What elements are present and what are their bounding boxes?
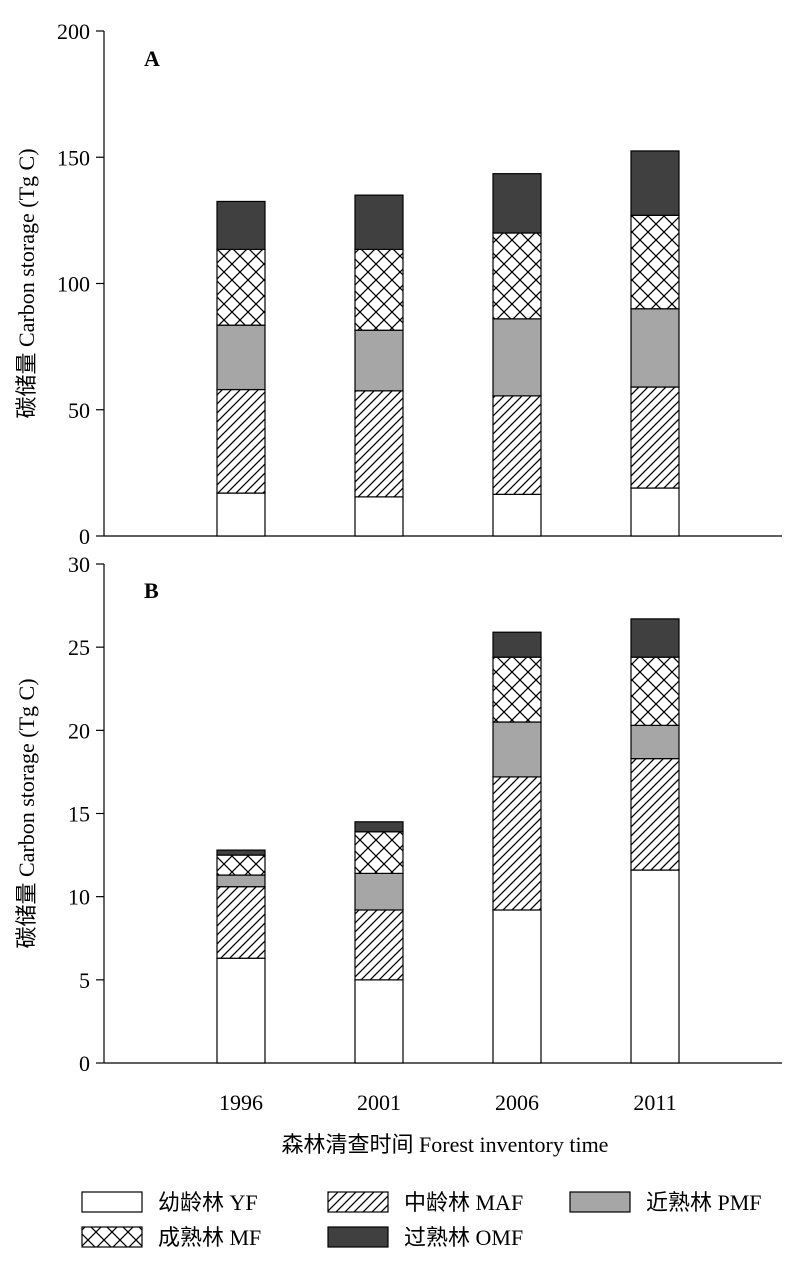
y-axis-label: 碳储量 Carbon storage (Tg C) [14, 148, 39, 418]
y-axis-label: 碳储量 Carbon storage (Tg C) [14, 678, 39, 948]
legend-swatch-yf [81, 1191, 143, 1213]
bar-pmf-2001 [354, 872, 404, 911]
bar-omf-2001 [354, 194, 404, 251]
bar-pmf-1996 [216, 874, 266, 888]
bar-maf-1996 [216, 886, 266, 959]
bar-yf-2006 [492, 493, 542, 537]
x-tick-label: 2006 [495, 1090, 539, 1115]
bar-mf-1996 [216, 248, 266, 326]
bar-yf-1996 [216, 492, 266, 537]
bar-omf-2011 [630, 618, 680, 658]
bar-yf-1996 [216, 957, 266, 1064]
bar-yf-2011 [630, 869, 680, 1064]
bar-maf-2001 [354, 390, 404, 498]
bar-mf-2011 [630, 656, 680, 726]
bar-maf-2006 [492, 776, 542, 911]
y-tick-label: 10 [68, 885, 90, 910]
bar-maf-2011 [630, 758, 680, 871]
y-tick-label: 200 [57, 19, 90, 44]
bar-pmf-2006 [492, 318, 542, 397]
panel-label: A [144, 46, 160, 71]
legend-swatch-maf [327, 1191, 389, 1213]
y-tick-label: 30 [68, 552, 90, 577]
bar-pmf-2001 [354, 329, 404, 392]
bar-omf-2006 [492, 631, 542, 658]
y-tick-label: 150 [57, 145, 90, 170]
legend-label-yf: 幼龄林 YF [158, 1190, 258, 1215]
legend-label-mf: 成熟林 MF [158, 1225, 261, 1250]
bar-maf-1996 [216, 388, 266, 494]
legend-label-pmf: 近熟林 PMF [646, 1190, 762, 1215]
x-tick-label: 2001 [357, 1090, 401, 1115]
legend-swatch-mf [81, 1226, 143, 1248]
y-tick-label: 50 [68, 398, 90, 423]
y-tick-label: 20 [68, 718, 90, 743]
bar-pmf-2006 [492, 721, 542, 778]
bar-omf-2001 [354, 821, 404, 833]
bar-yf-2011 [630, 487, 680, 537]
bar-mf-2001 [354, 248, 404, 331]
bar-omf-2011 [630, 150, 680, 216]
y-tick-label: 15 [68, 802, 90, 827]
bar-maf-2011 [630, 386, 680, 489]
y-tick-label: 0 [79, 1051, 90, 1076]
x-axis-label: 森林清查时间 Forest inventory time [282, 1132, 609, 1157]
legend-swatch-omf [327, 1226, 389, 1248]
bar-mf-2011 [630, 214, 680, 310]
bar-maf-2001 [354, 909, 404, 981]
bar-omf-1996 [216, 200, 266, 251]
legend: 幼龄林 YF 中龄林 MAF 近熟林 PMF 成熟林 MF 过熟林 OMF [81, 1190, 762, 1250]
y-tick-label: 100 [57, 272, 90, 297]
bar-yf-2001 [354, 979, 404, 1064]
bar-mf-1996 [216, 854, 266, 876]
bar-mf-2006 [492, 656, 542, 723]
bar-yf-2001 [354, 496, 404, 537]
bar-yf-2006 [492, 909, 542, 1064]
panel-b: 0 5 10 15 20 25 30 B 碳储量 Carbon storage (Tg C) 19… [14, 552, 782, 1115]
y-tick-label: 25 [68, 635, 90, 660]
bar-mf-2001 [354, 831, 404, 874]
y-tick-label: 0 [79, 524, 90, 549]
legend-label-omf: 过熟林 OMF [404, 1225, 523, 1250]
bar-omf-2006 [492, 173, 542, 234]
panel-a: 0 50 100 150 200 A 碳储量 Carbon storage (Tg C) [14, 19, 782, 549]
legend-swatch-pmf [569, 1191, 631, 1213]
bar-pmf-1996 [216, 324, 266, 391]
legend-label-maf: 中龄林 MAF [404, 1190, 523, 1215]
bar-pmf-2011 [630, 308, 680, 388]
bar-maf-2006 [492, 395, 542, 495]
x-tick-label: 1996 [219, 1090, 263, 1115]
panel-label: B [144, 578, 159, 603]
bar-pmf-2011 [630, 724, 680, 760]
y-tick-label: 5 [79, 968, 90, 993]
x-tick-label: 2011 [633, 1090, 676, 1115]
bar-mf-2006 [492, 232, 542, 320]
bar-omf-1996 [216, 849, 266, 856]
